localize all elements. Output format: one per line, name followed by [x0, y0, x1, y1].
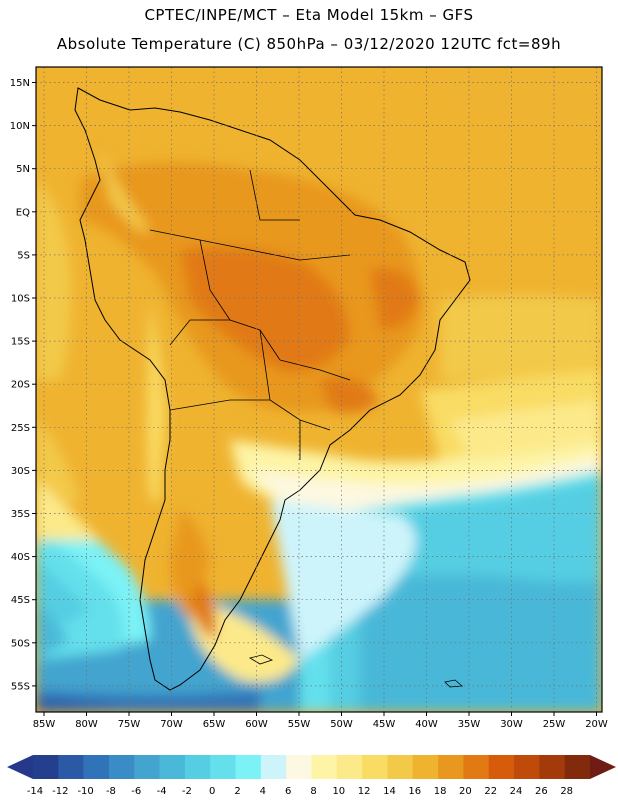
lon-label: 75W	[118, 719, 141, 730]
continent-coastline	[74, 87, 471, 691]
lat-label: 35S	[11, 509, 30, 520]
colorbar-label: 12	[358, 786, 371, 797]
lat-label: 15N	[10, 78, 30, 89]
colorbar-label: -8	[106, 786, 116, 797]
colorbar-label: 28	[560, 786, 573, 797]
colorbar-tick-labels: -14 -12 -10 -8 -6 -4 -2 0 2 4 6 8 10 12 14 16 18 20 22 24 26…	[27, 786, 573, 797]
colorbar-label: 16	[408, 786, 421, 797]
colorbar-swatch	[311, 755, 338, 779]
colorbar-label: -12	[52, 786, 68, 797]
colorbar-swatch	[260, 755, 287, 779]
lon-label: 30W	[500, 719, 523, 730]
title-line-2: Absolute Temperature (C) 850hPa – 03/12/…	[56, 35, 562, 53]
lon-label: 35W	[458, 719, 481, 730]
colorbar-label: 2	[234, 786, 240, 797]
lat-label: 5N	[16, 164, 30, 175]
temperature-field	[36, 67, 602, 712]
map-frame	[35, 66, 603, 713]
lon-label: 55W	[288, 719, 311, 730]
colorbar-swatch	[488, 755, 515, 779]
lat-label: 40S	[11, 552, 30, 563]
temperature-map: 15N 10N 5N EQ 5S 10S 15S 20S 25S 30S 35S 40S 45S 50S 5…	[10, 66, 608, 730]
lat-label: 50S	[11, 638, 30, 649]
colorbar-swatches	[33, 755, 591, 779]
lat-label: 20S	[11, 380, 30, 391]
colorbar-swatch	[235, 755, 262, 779]
colorbar-right-arrow	[590, 755, 616, 779]
title-line-1: CPTEC/INPE/MCT – Eta Model 15km – GFS	[144, 6, 474, 24]
colorbar-swatch	[184, 755, 211, 779]
colorbar-swatch	[438, 755, 464, 779]
south-georgia-island	[444, 679, 463, 688]
lon-label: 50W	[330, 719, 353, 730]
country-borders	[149, 169, 351, 460]
colorbar-label: 18	[434, 786, 447, 797]
colorbar-swatch	[362, 755, 388, 779]
colorbar-label: -2	[182, 786, 192, 797]
colorbar-swatch	[83, 755, 110, 779]
colorbar-label: 22	[484, 786, 497, 797]
colorbar-swatch	[387, 755, 414, 779]
colorbar-label: -10	[77, 786, 93, 797]
lon-label: 65W	[203, 719, 226, 730]
colorbar-left-arrow	[7, 755, 33, 779]
colorbar-swatch	[514, 755, 540, 779]
lat-label: 10N	[10, 121, 30, 132]
lat-label: 30S	[11, 466, 30, 477]
lon-label: 25W	[543, 719, 566, 730]
lon-label: 85W	[33, 719, 56, 730]
colorbar-swatch	[539, 755, 565, 779]
colorbar-swatch	[134, 755, 160, 779]
lat-label: 5S	[17, 250, 30, 261]
colorbar-label: 20	[459, 786, 472, 797]
lon-label: 60W	[245, 719, 268, 730]
colorbar-swatch	[564, 755, 591, 779]
colorbar-swatch	[58, 755, 84, 779]
latitude-axis: 15N 10N 5N EQ 5S 10S 15S 20S 25S 30S 35S 40S 45S 50S 5…	[10, 78, 36, 692]
longitude-axis: 85W 80W 75W 70W 65W 60W 55W 50W 45W 40W 35W 30W 25W 2…	[33, 712, 608, 730]
colorbar-label: -14	[27, 786, 43, 797]
colorbar-label: 6	[285, 786, 291, 797]
lat-label: 45S	[11, 595, 30, 606]
colorbar-swatch	[286, 755, 312, 779]
lat-label: 15S	[11, 337, 30, 348]
lon-label: 40W	[415, 719, 438, 730]
colorbar-label: -6	[131, 786, 141, 797]
colorbar-swatch	[108, 755, 135, 779]
lon-label: 45W	[373, 719, 396, 730]
colorbar-swatch	[336, 755, 363, 779]
colorbar-label: 24	[510, 786, 523, 797]
colorbar-swatch	[33, 755, 59, 779]
colorbar: -14 -12 -10 -8 -6 -4 -2 0 2 4 6 8 10 12 14 16 18 20 22 24 26…	[7, 755, 616, 797]
lat-label: 25S	[11, 423, 30, 434]
lat-label: 55S	[11, 681, 30, 692]
lon-label: 20W	[585, 719, 608, 730]
colorbar-label: 0	[209, 786, 215, 797]
colorbar-label: 14	[383, 786, 396, 797]
colorbar-swatch	[463, 755, 490, 779]
colorbar-label: 10	[332, 786, 345, 797]
colorbar-swatch	[412, 755, 439, 779]
colorbar-label: 8	[310, 786, 316, 797]
lat-label: 10S	[11, 294, 30, 305]
colorbar-label: 26	[535, 786, 548, 797]
colorbar-swatch	[210, 755, 236, 779]
colorbar-label: 4	[260, 786, 266, 797]
lat-label: EQ	[16, 207, 30, 218]
lon-label: 80W	[75, 719, 98, 730]
colorbar-swatch	[159, 755, 186, 779]
colorbar-label: -4	[157, 786, 167, 797]
lon-label: 70W	[160, 719, 183, 730]
